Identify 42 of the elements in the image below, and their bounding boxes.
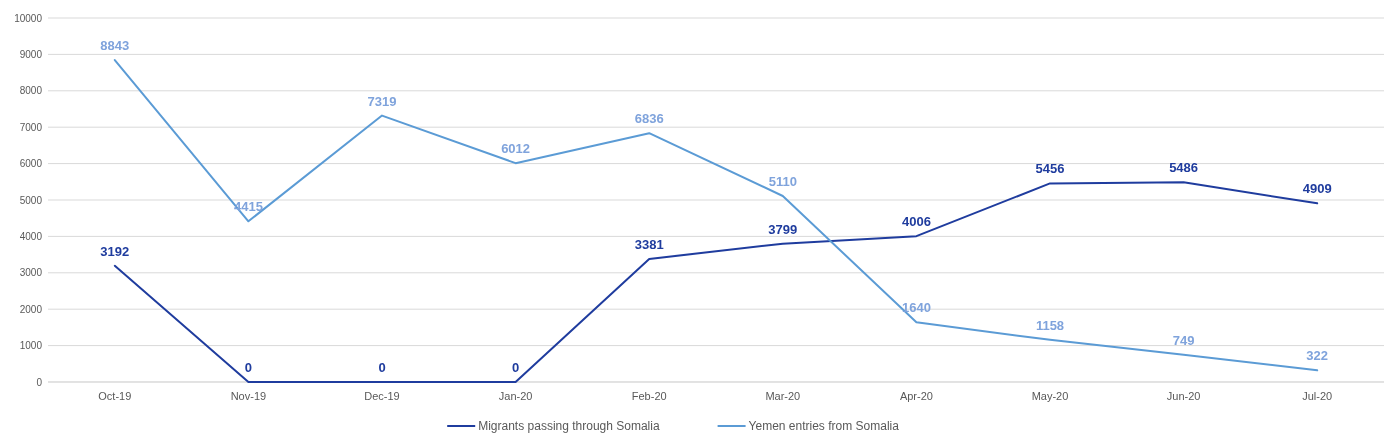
legend-label: Migrants passing through Somalia (478, 419, 660, 433)
y-tick-label: 2000 (19, 303, 43, 315)
legend-label: Yemen entries from Somalia (748, 419, 900, 433)
y-tick-label: 8000 (19, 85, 43, 97)
y-tick-label: 9000 (19, 48, 43, 60)
data-label: 6836 (634, 111, 664, 127)
data-label: 3799 (768, 221, 798, 237)
y-tick-label: 0 (36, 376, 43, 388)
data-label: 5456 (1035, 161, 1065, 177)
y-tick-label: 4000 (19, 230, 43, 242)
x-tick-label: Jan-20 (498, 390, 533, 402)
x-tick-label: Mar-20 (765, 390, 801, 402)
data-label: 7319 (367, 93, 397, 109)
x-tick-label: Nov-19 (230, 390, 267, 402)
x-tick-label: May-20 (1031, 390, 1069, 402)
x-tick-label: Feb-20 (631, 390, 667, 402)
data-label: 8843 (100, 38, 130, 54)
x-tick-label: Jul-20 (1302, 390, 1333, 402)
data-label: 0 (244, 360, 253, 375)
data-label: 1158 (1035, 317, 1065, 333)
data-label: 749 (1172, 332, 1195, 348)
data-label: 3192 (100, 243, 130, 259)
data-label: 6012 (501, 141, 531, 157)
x-tick-label: Apr-20 (899, 390, 933, 402)
data-label: 1640 (901, 300, 931, 316)
data-label: 5110 (768, 174, 797, 189)
y-tick-label: 7000 (19, 121, 43, 133)
data-label: 4006 (901, 214, 931, 230)
data-label: 4909 (1302, 181, 1332, 197)
x-tick-label: Jun-20 (1166, 390, 1201, 402)
data-label: 322 (1306, 348, 1329, 364)
y-tick-label: 1000 (19, 340, 43, 352)
x-tick-label: Oct-19 (98, 390, 132, 402)
data-label: 0 (511, 360, 520, 375)
y-tick-label: 6000 (19, 158, 43, 170)
y-tick-label: 10000 (14, 12, 43, 24)
data-label: 3381 (634, 236, 664, 252)
x-tick-label: Dec-19 (364, 390, 400, 402)
y-tick-label: 3000 (19, 267, 43, 279)
data-label: 5486 (1169, 160, 1199, 176)
data-label: 0 (378, 360, 386, 375)
y-tick-label: 5000 (19, 194, 43, 206)
